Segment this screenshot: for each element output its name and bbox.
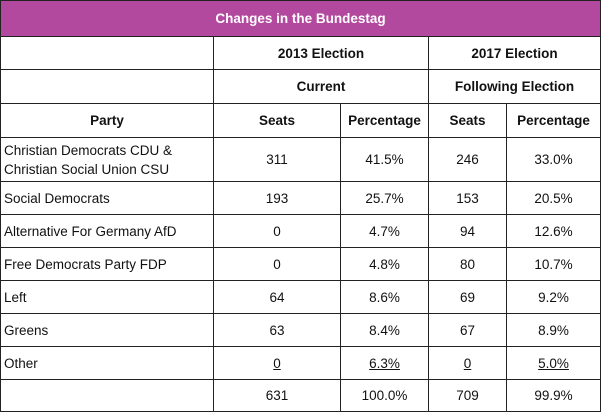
- seats-2013-column-header: Seats: [213, 103, 341, 138]
- percentage-2013-cell: 4.8%: [340, 247, 429, 281]
- status-header-row: Current Following Election: [0, 69, 601, 104]
- seats-2013-cell: 311: [213, 137, 341, 182]
- percentage-2013-cell: 25.7%: [340, 181, 429, 215]
- seats-2017-cell: 94: [428, 214, 507, 248]
- table-row: Christian Democrats CDU & Christian Soci…: [0, 137, 601, 182]
- total-percentage-2017-cell: 99.9%: [505, 379, 601, 412]
- seats-2013-cell: 64: [213, 280, 341, 314]
- party-name-cell: Alternative For Germany AfD: [0, 214, 214, 248]
- table-row: Social Democrats 193 25.7% 153 20.5%: [0, 181, 601, 215]
- table-row: Alternative For Germany AfD 0 4.7% 94 12…: [0, 214, 601, 248]
- percentage-2017-column-header: Percentage: [505, 103, 601, 138]
- seats-2013-cell: 0: [213, 247, 341, 281]
- seats-2013-cell: 193: [213, 181, 341, 215]
- underlined-value: 0: [273, 355, 281, 371]
- seats-2017-cell: 246: [428, 137, 507, 182]
- seats-2017-cell: 69: [428, 280, 507, 314]
- table-row: Left 64 8.6% 69 9.2%: [0, 280, 601, 314]
- party-name-cell: Free Democrats Party FDP: [0, 247, 214, 281]
- party-name-cell: Left: [0, 280, 214, 314]
- column-header-row: Party Seats Percentage Seats Percentage: [0, 103, 601, 138]
- empty-header-cell: [0, 69, 214, 104]
- underlined-value: 6.3%: [369, 355, 400, 371]
- percentage-2017-cell: 9.2%: [505, 280, 601, 314]
- percentage-2017-cell: 20.5%: [505, 181, 601, 215]
- totals-row: 631 100.0% 709 99.9%: [0, 379, 601, 412]
- election-header-row: 2013 Election 2017 Election: [0, 36, 601, 70]
- percentage-2013-cell: 41.5%: [340, 137, 429, 182]
- title-row: Changes in the Bundestag: [0, 0, 601, 37]
- percentage-2013-cell: 8.4%: [340, 313, 429, 347]
- percentage-2017-cell: 12.6%: [505, 214, 601, 248]
- underlined-value: 5.0%: [538, 355, 569, 371]
- party-name-cell: Greens: [0, 313, 214, 347]
- party-column-header: Party: [0, 103, 214, 138]
- percentage-2017-cell: 10.7%: [505, 247, 601, 281]
- party-name-cell: Other: [0, 346, 214, 380]
- status-2013-header: Current: [213, 69, 429, 104]
- percentage-2017-cell: 8.9%: [505, 313, 601, 347]
- table-row: Greens 63 8.4% 67 8.9%: [0, 313, 601, 347]
- seats-2017-cell: 153: [428, 181, 507, 215]
- percentage-2017-cell: 33.0%: [505, 137, 601, 182]
- election-2013-header: 2013 Election: [213, 36, 429, 70]
- table-title: Changes in the Bundestag: [0, 0, 601, 37]
- status-2017-header: Following Election: [427, 69, 601, 104]
- party-name-cell: Social Democrats: [0, 181, 214, 215]
- seats-2017-cell: 67: [428, 313, 507, 347]
- election-2017-header: 2017 Election: [427, 36, 601, 70]
- seats-2017-cell: 0: [428, 346, 507, 380]
- seats-2013-cell: 0: [213, 346, 341, 380]
- seats-2017-cell: 80: [428, 247, 507, 281]
- total-seats-2013-cell: 631: [213, 379, 341, 412]
- percentage-2017-cell: 5.0%: [505, 346, 601, 380]
- percentage-2013-cell: 8.6%: [340, 280, 429, 314]
- percentage-2013-cell: 4.7%: [340, 214, 429, 248]
- total-percentage-2013-cell: 100.0%: [340, 379, 429, 412]
- table-row: Other 0 6.3% 0 5.0%: [0, 346, 601, 380]
- seats-2013-cell: 63: [213, 313, 341, 347]
- table-row: Free Democrats Party FDP 0 4.8% 80 10.7%: [0, 247, 601, 281]
- empty-header-cell: [0, 36, 214, 70]
- party-name-cell: Christian Democrats CDU & Christian Soci…: [0, 137, 214, 182]
- totals-label-cell: [0, 379, 214, 412]
- seats-2017-column-header: Seats: [428, 103, 507, 138]
- total-seats-2017-cell: 709: [428, 379, 507, 412]
- seats-2013-cell: 0: [213, 214, 341, 248]
- underlined-value: 0: [463, 355, 472, 371]
- percentage-2013-column-header: Percentage: [340, 103, 429, 138]
- percentage-2013-cell: 6.3%: [340, 346, 429, 380]
